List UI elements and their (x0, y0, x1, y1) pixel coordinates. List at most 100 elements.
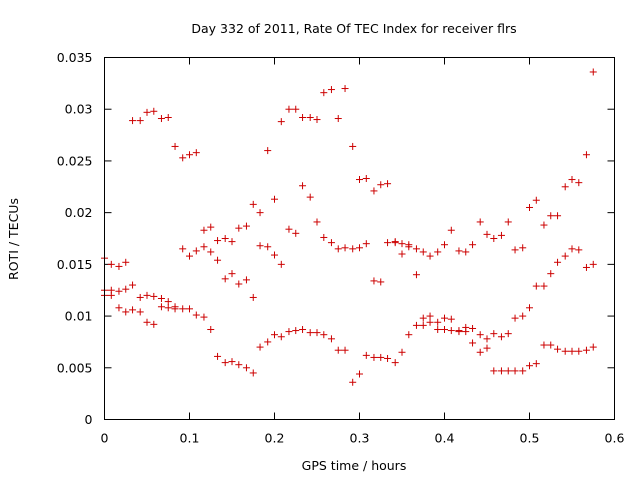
data-point (377, 353, 385, 361)
data-point (136, 293, 144, 301)
data-point (532, 282, 540, 290)
data-point (264, 147, 272, 155)
data-point (434, 318, 442, 326)
data-point (540, 282, 548, 290)
data-point (419, 248, 427, 256)
data-point (228, 270, 236, 278)
data-point (221, 359, 229, 367)
x-tick-label: 0.1 (180, 431, 200, 446)
data-point (186, 151, 193, 159)
data-point (313, 116, 321, 124)
data-point (327, 239, 335, 247)
data-point (334, 245, 342, 253)
data-point (285, 328, 293, 336)
data-point (285, 225, 293, 233)
data-point (200, 243, 208, 251)
data-point (504, 367, 512, 375)
data-point (157, 294, 165, 302)
data-point (242, 364, 250, 372)
data-point (179, 154, 187, 162)
data-point (214, 237, 222, 245)
data-point (526, 203, 533, 211)
data-point (447, 315, 455, 323)
data-point (143, 318, 151, 326)
data-point (483, 230, 491, 238)
data-point (242, 222, 250, 230)
data-point (554, 258, 562, 266)
data-point (115, 304, 123, 312)
data-point (483, 344, 491, 352)
x-tick-label: 0 (101, 431, 109, 446)
data-point (207, 223, 215, 231)
chart-title: Day 332 of 2011, Rate Of TEC Index for r… (191, 21, 516, 36)
data-point (483, 335, 491, 343)
data-point (362, 240, 370, 248)
data-point (405, 241, 413, 249)
y-tick-label: 0.005 (57, 360, 93, 375)
data-point (526, 304, 533, 312)
data-point (122, 258, 130, 266)
data-point (455, 328, 463, 336)
data-point (150, 292, 158, 300)
data-point (362, 175, 370, 183)
data-point (575, 179, 583, 187)
data-point (412, 271, 420, 279)
data-point (519, 244, 527, 252)
data-point (271, 331, 278, 339)
data-point (115, 287, 123, 295)
y-axis-ticks: 0 0.005 0.01 0.015 0.02 0.025 0.03 0.035 (57, 50, 615, 427)
data-point (256, 343, 264, 351)
data-point (349, 245, 357, 253)
data-point (356, 370, 363, 378)
data-point (200, 226, 208, 234)
data-point (242, 276, 250, 284)
plot-frame (104, 57, 615, 420)
data-point (490, 235, 498, 242)
data-point (540, 221, 548, 229)
data-point (547, 270, 555, 278)
data-point (341, 244, 349, 252)
data-point (504, 330, 512, 338)
y-tick-label: 0.02 (65, 205, 93, 220)
data-point (391, 359, 399, 367)
data-point (476, 348, 484, 356)
data-point (426, 252, 434, 260)
data-point (519, 367, 527, 375)
data-point (299, 182, 307, 190)
data-point (107, 291, 115, 299)
data-point (249, 293, 257, 301)
data-point (150, 107, 158, 115)
data-point (164, 113, 172, 121)
data-point (441, 326, 448, 334)
data-point (228, 238, 236, 246)
data-point (143, 108, 151, 116)
data-point (164, 304, 172, 312)
x-tick-label: 0.6 (605, 431, 625, 446)
data-point (277, 260, 285, 268)
data-point (292, 105, 300, 113)
x-tick-label: 0.4 (435, 431, 455, 446)
x-tick-label: 0.5 (520, 431, 540, 446)
data-point (320, 331, 328, 339)
data-point (398, 348, 406, 356)
data-point (589, 68, 597, 76)
data-point (228, 358, 236, 366)
data-point (171, 142, 179, 150)
data-point (476, 218, 484, 226)
data-point (391, 238, 399, 246)
data-point (221, 235, 229, 242)
data-point (292, 327, 300, 335)
data-point (129, 117, 137, 125)
x-tick-label: 0.3 (350, 431, 370, 446)
data-point (349, 378, 357, 386)
data-point (264, 338, 272, 346)
data-point (504, 218, 512, 226)
data-point (186, 305, 193, 313)
data-point (582, 151, 590, 159)
data-point (320, 89, 328, 97)
data-point (313, 329, 321, 337)
data-point (575, 246, 583, 254)
data-point (384, 239, 392, 247)
data-point (511, 367, 519, 375)
